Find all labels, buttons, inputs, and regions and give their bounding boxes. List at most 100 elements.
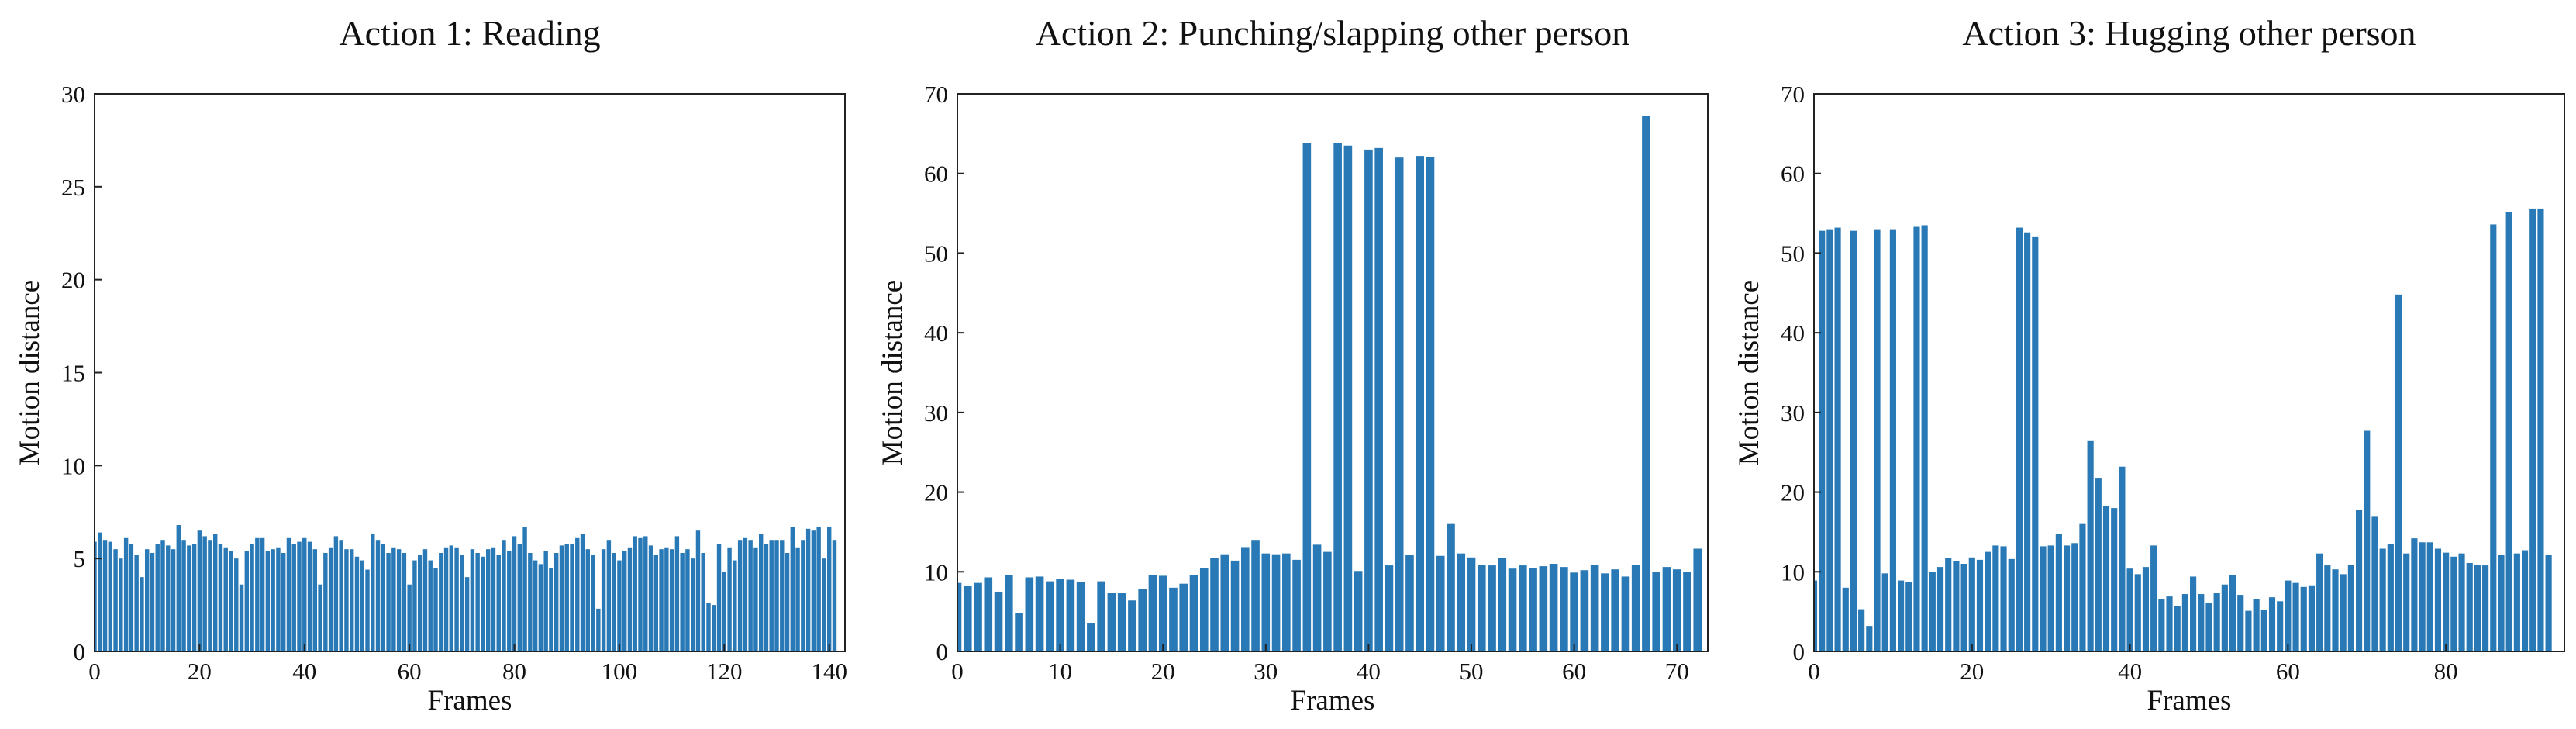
bar [2253, 599, 2260, 651]
bar [2205, 603, 2212, 651]
bar [764, 543, 769, 651]
bar [396, 549, 402, 651]
bar [648, 545, 653, 651]
bar [155, 543, 160, 651]
bar [2102, 506, 2110, 651]
bar [339, 540, 343, 651]
bar [2221, 584, 2228, 651]
plot-frame [1813, 93, 2565, 652]
bar [528, 552, 533, 651]
bar [706, 603, 711, 651]
bar [1842, 587, 1849, 651]
bar [1508, 568, 1517, 651]
bar [2260, 610, 2267, 651]
bar [428, 560, 433, 651]
bar [140, 577, 144, 651]
bar [134, 555, 139, 651]
bar [2268, 597, 2276, 651]
bar [2332, 569, 2339, 651]
bar [1621, 576, 1630, 651]
bar [2458, 553, 2465, 651]
bar [1819, 230, 1826, 651]
bar [2529, 208, 2536, 651]
bar [1128, 600, 1136, 651]
bar [575, 537, 580, 651]
bar [202, 536, 207, 651]
bar [265, 551, 271, 651]
bar [832, 540, 837, 651]
x-tick-label: 50 [1460, 658, 1484, 685]
bar [2292, 582, 2299, 651]
x-tick-label: 40 [2118, 658, 2142, 685]
bar [712, 605, 716, 651]
bar [680, 552, 685, 651]
bar [522, 527, 527, 651]
bar [2403, 553, 2410, 651]
bar [1985, 551, 1991, 651]
bar [1960, 564, 1967, 651]
y-tick-label: 30 [61, 81, 85, 108]
bar [98, 532, 102, 651]
bar [2347, 565, 2354, 651]
x-tick-label: 80 [2434, 658, 2458, 685]
bar [281, 552, 286, 651]
bar [769, 540, 774, 651]
y-tick-label: 50 [924, 240, 948, 267]
y-tick-label: 30 [924, 399, 948, 427]
bar [538, 564, 543, 651]
bar [318, 584, 322, 651]
bar [669, 549, 674, 651]
y-tick-label: 10 [1781, 558, 1805, 586]
bar [1405, 555, 1414, 651]
bar [643, 536, 648, 651]
bar [1976, 559, 1984, 651]
bar [674, 536, 680, 651]
x-tick-label: 60 [2276, 658, 2300, 685]
bar [433, 568, 438, 651]
x-tick-label: 20 [1960, 658, 1984, 685]
bar [297, 541, 302, 651]
bar [591, 555, 595, 651]
bar [229, 551, 233, 651]
bar [1076, 582, 1085, 651]
bar [123, 537, 129, 651]
bar [371, 534, 375, 651]
bar [1343, 145, 1353, 651]
bar [470, 549, 475, 651]
bar [108, 541, 113, 651]
bar [512, 536, 517, 651]
bar [2482, 565, 2489, 651]
bar [2545, 555, 2552, 651]
chart-panel-hugging: Action 3: Hugging other person Frames Mo… [1733, 13, 2565, 717]
bar [2087, 440, 2094, 651]
bar [2395, 294, 2402, 651]
bar [1549, 564, 1558, 651]
bar [2466, 562, 2473, 651]
bar [638, 537, 643, 651]
bar [596, 608, 601, 651]
bar [212, 534, 218, 651]
bar [601, 549, 606, 651]
bar [553, 552, 559, 651]
bar [375, 540, 381, 651]
bar [2000, 546, 2007, 651]
bar [1529, 568, 1537, 651]
bar [150, 552, 155, 651]
y-tick-label: 0 [74, 638, 86, 665]
bar [564, 543, 569, 651]
bar [2364, 430, 2371, 651]
bar [1683, 572, 1691, 651]
bar [2095, 478, 2102, 651]
bar [622, 551, 627, 651]
x-tick-label: 40 [1357, 658, 1381, 685]
bar [144, 549, 150, 651]
bar [166, 545, 171, 651]
bar [1025, 577, 1034, 651]
bar [181, 540, 186, 651]
bar [753, 547, 758, 651]
bar [1539, 566, 1548, 651]
y-tick-label: 5 [74, 545, 86, 572]
bar [1385, 565, 1394, 651]
y-tick-label: 10 [61, 452, 85, 479]
bar [507, 551, 512, 651]
